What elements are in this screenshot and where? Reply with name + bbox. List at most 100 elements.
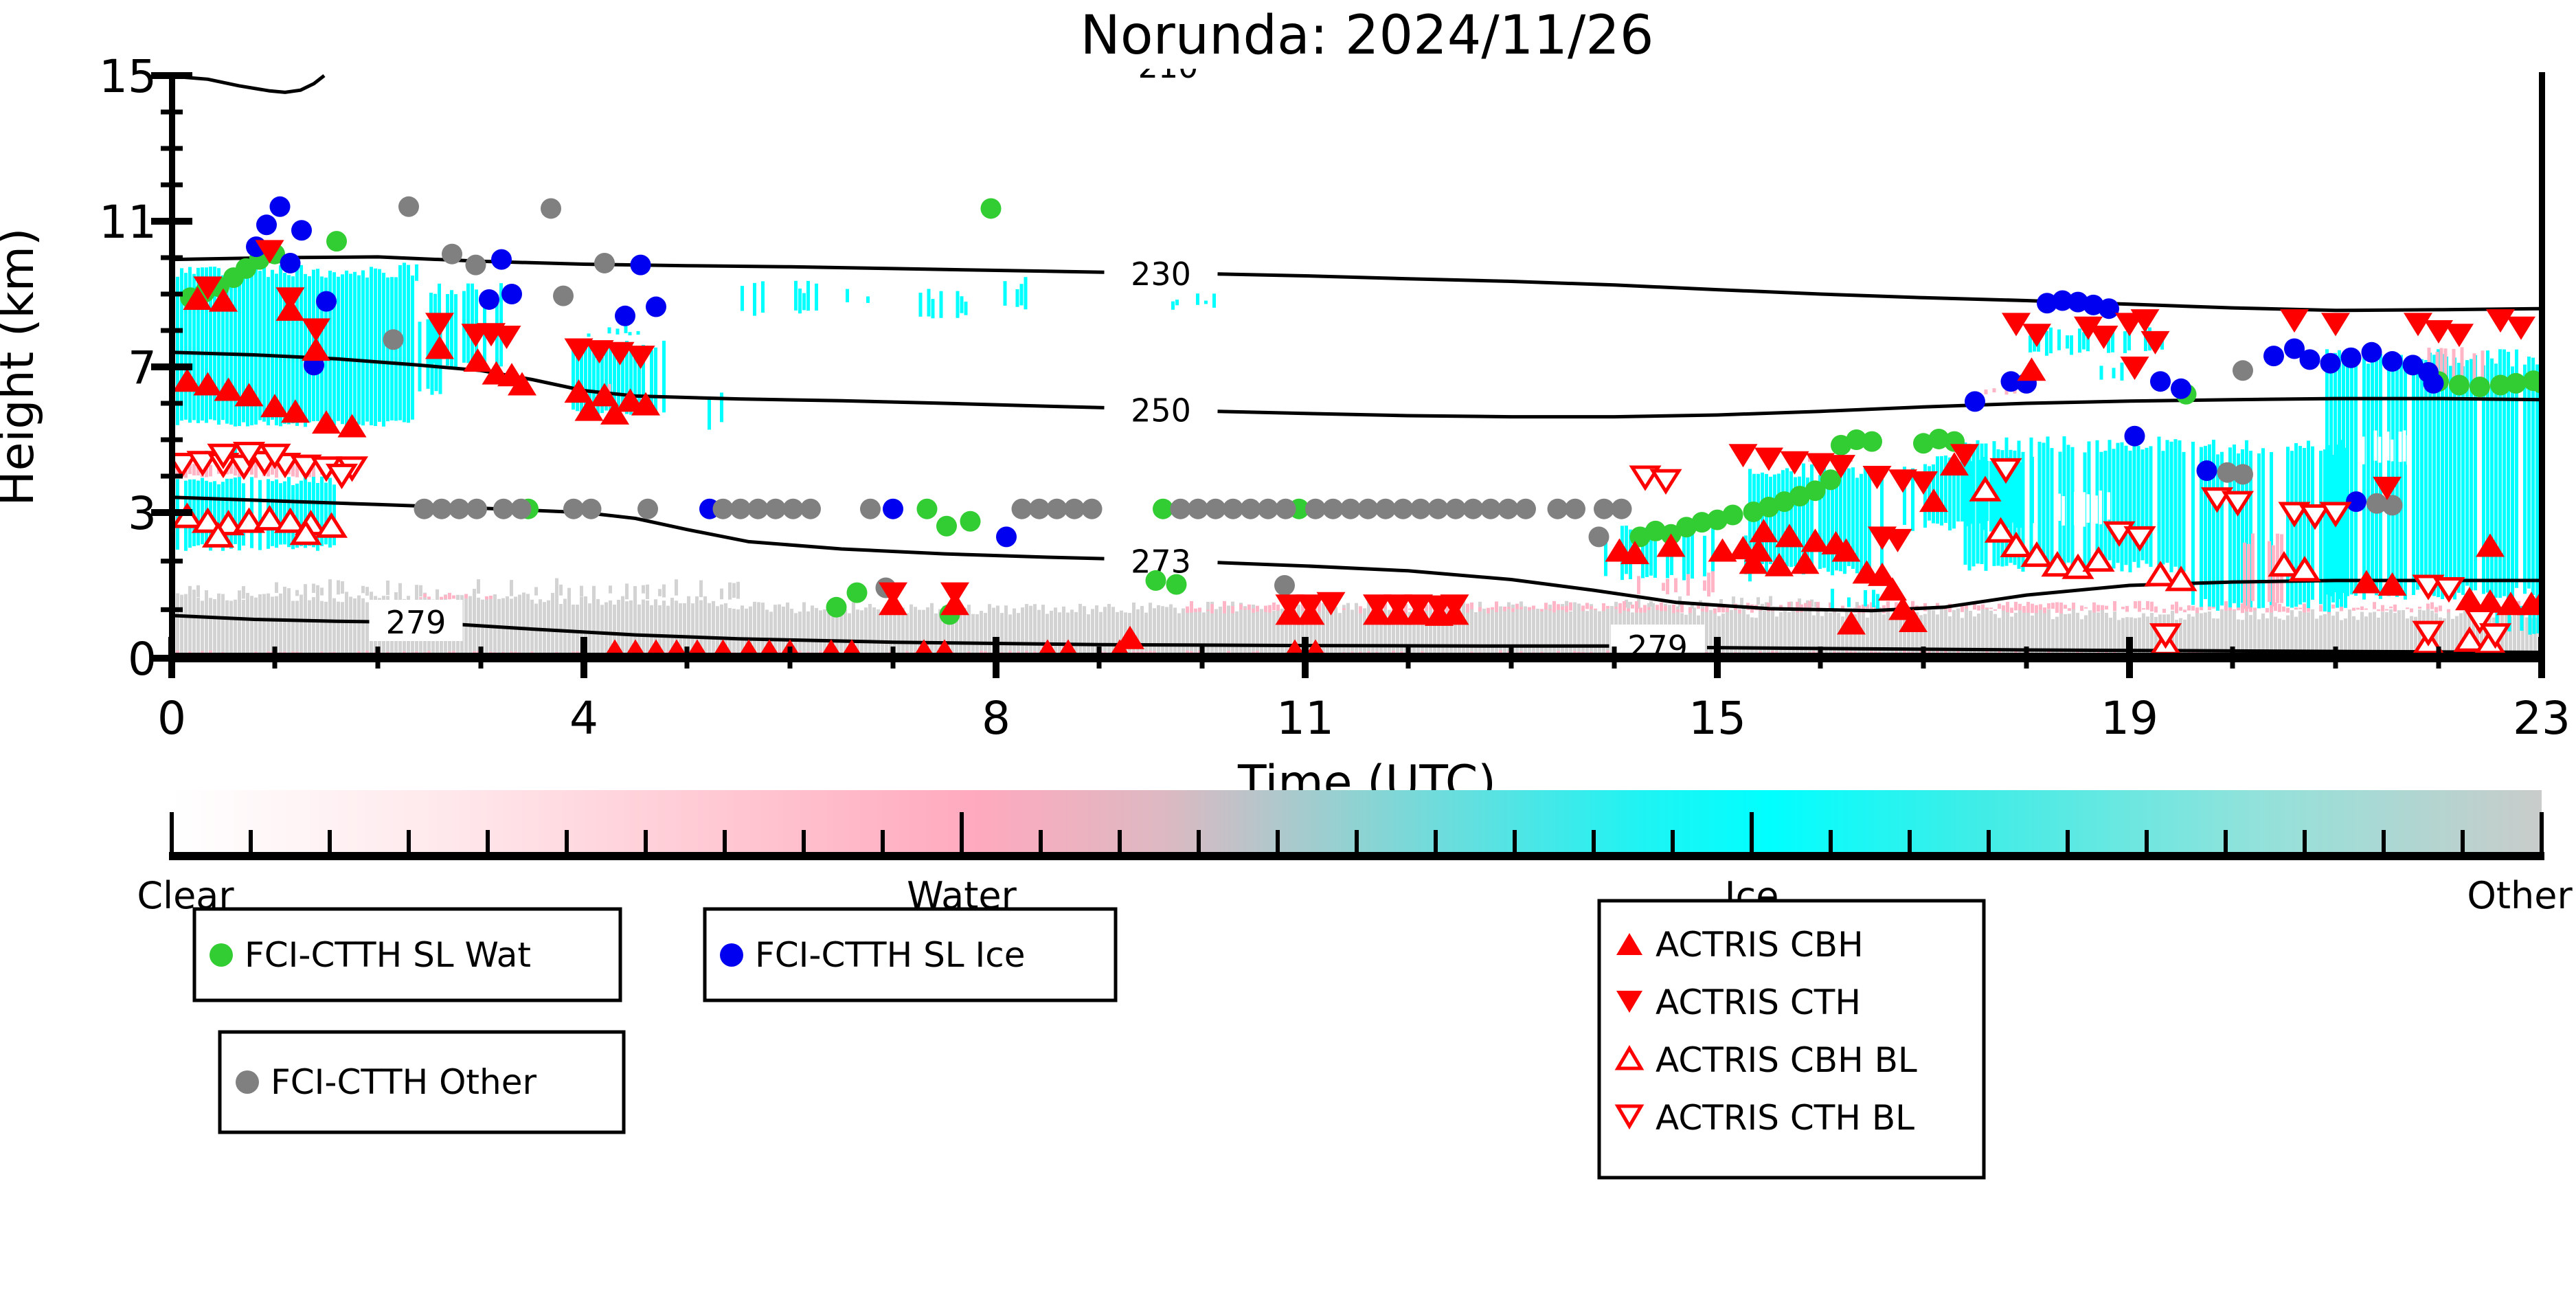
curtain-stripe — [196, 267, 200, 423]
curtain-stripe — [2094, 495, 2098, 524]
curtain-stripe — [287, 275, 291, 425]
curtain-stripe — [267, 465, 270, 477]
curtain-stripe — [1734, 609, 1737, 658]
scatter-point-circle — [1153, 498, 1173, 519]
curtain-stripe — [794, 280, 798, 311]
curtain-stripe — [658, 589, 662, 596]
colorbar-minor-tick — [328, 830, 332, 852]
scatter-point-triangle-up — [1765, 552, 1794, 576]
scatter-point-circle — [2366, 493, 2387, 514]
scatter-point-circle — [630, 254, 651, 276]
curtain-stripe — [1996, 449, 2000, 566]
curtain-stripe — [2220, 609, 2224, 658]
curtain-stripe — [382, 273, 385, 427]
curtain-stripe — [1886, 611, 1890, 658]
scatter-point-circle — [2470, 377, 2490, 398]
scatter-point-triangle-up — [1888, 596, 1917, 620]
curtain-stripe — [1977, 605, 1980, 611]
curtain-stripe — [287, 592, 291, 658]
scatter-point-circle — [1789, 486, 1810, 507]
curtain-stripe — [1713, 609, 1717, 658]
curtain-stripe — [1676, 609, 1680, 612]
classification-curtain — [172, 262, 2541, 658]
curtain-stripe — [2204, 612, 2207, 658]
scatter-point-triangle-down-open — [1649, 469, 1682, 495]
curtain-stripe — [2140, 449, 2145, 561]
scatter-point-circle — [1846, 429, 1867, 450]
curtain-stripe — [304, 477, 307, 548]
curtain-stripe — [2459, 613, 2463, 658]
curtain-stripe — [1175, 300, 1179, 306]
scatter-point-triangle-up — [1919, 489, 1948, 513]
curtain-stripe — [1761, 472, 1764, 565]
curtain-stripe — [1495, 603, 1498, 658]
curtain-stripe — [613, 350, 616, 415]
curtain-stripe — [2059, 602, 2063, 614]
curtain-stripe — [2212, 618, 2215, 658]
colorbar-minor-tick — [565, 830, 569, 852]
curtain-stripe — [2424, 359, 2428, 594]
triangle-up-open-icon — [1614, 1045, 1645, 1070]
curtain-stripe — [868, 604, 872, 658]
curtain-stripe — [1756, 597, 1760, 605]
scatter-point-circle — [2099, 298, 2119, 319]
curtain-stripe — [328, 593, 332, 658]
scatter-point-circle — [316, 291, 337, 312]
curtain-stripe — [1691, 603, 1694, 609]
curtain-stripe — [1231, 601, 1234, 658]
curtain-stripe — [2145, 447, 2149, 564]
curtain-stripe — [1759, 609, 1762, 611]
curtain-stripe — [2245, 609, 2248, 658]
curtain-stripe — [1798, 598, 1801, 609]
curtain-stripe — [1818, 475, 1822, 569]
curtain-stripe — [1062, 606, 1065, 658]
curtain-stripe — [1645, 527, 1649, 577]
curtain-stripe — [262, 267, 266, 422]
curtain-stripe — [1664, 605, 1667, 611]
curtain-stripe — [2354, 365, 2358, 596]
curtain-stripe — [2076, 612, 2079, 658]
scatter-point-circle — [493, 498, 514, 519]
curtain-stripe — [555, 594, 558, 658]
curtain-stripe — [1466, 603, 1469, 613]
scatter-point-triangle-up — [281, 399, 310, 423]
curtain-stripe — [996, 605, 999, 658]
curtain-stripe — [2327, 610, 2331, 658]
scatter-point-triangle-down — [2404, 313, 2432, 337]
curtain-stripe — [353, 598, 357, 658]
scatter-point-triangle-down-open — [289, 454, 322, 480]
curtain-stripe — [2216, 454, 2219, 611]
curtain-stripe — [2086, 494, 2090, 523]
curtain-stripe — [300, 265, 303, 420]
curtain-stripe — [254, 461, 258, 478]
scatter-point-triangle-up-open — [2453, 626, 2486, 652]
scatter-point-triangle-down-open — [2298, 504, 2331, 530]
curtain-stripe — [761, 281, 765, 313]
curtain-stripe — [802, 602, 806, 658]
curtain-stripe — [1342, 608, 1346, 610]
scatter-point-circle — [1774, 491, 1795, 513]
curtain-stripe — [1750, 617, 1754, 658]
scatter-point-triangle-down — [1862, 466, 1892, 489]
scatter-point-circle — [2423, 372, 2444, 394]
curtain-stripe — [1487, 612, 1490, 658]
scatter-point-triangle-up — [425, 335, 454, 359]
curtain-stripe — [1544, 603, 1548, 658]
curtain-stripe — [349, 596, 352, 658]
curtain-stripe — [2381, 605, 2384, 611]
curtain-stripe — [526, 594, 530, 658]
curtain-stripe — [881, 612, 884, 658]
curtain-stripe — [1602, 609, 1605, 658]
scatter-point-triangle-down — [1909, 471, 1938, 495]
curtain-stripe — [1301, 604, 1304, 658]
curtain-stripe — [1066, 612, 1070, 658]
curtain-stripe — [971, 614, 975, 658]
scatter-point-triangle-up — [312, 410, 341, 434]
curtain-stripe — [2138, 617, 2141, 658]
curtain-stripe — [2014, 612, 2018, 658]
curtain-stripe — [1499, 606, 1502, 658]
curtain-stripe — [2393, 613, 2397, 658]
curtain-stripe — [2144, 329, 2147, 351]
curtain-stripe — [679, 603, 682, 658]
curtain-stripe — [1719, 599, 1723, 608]
